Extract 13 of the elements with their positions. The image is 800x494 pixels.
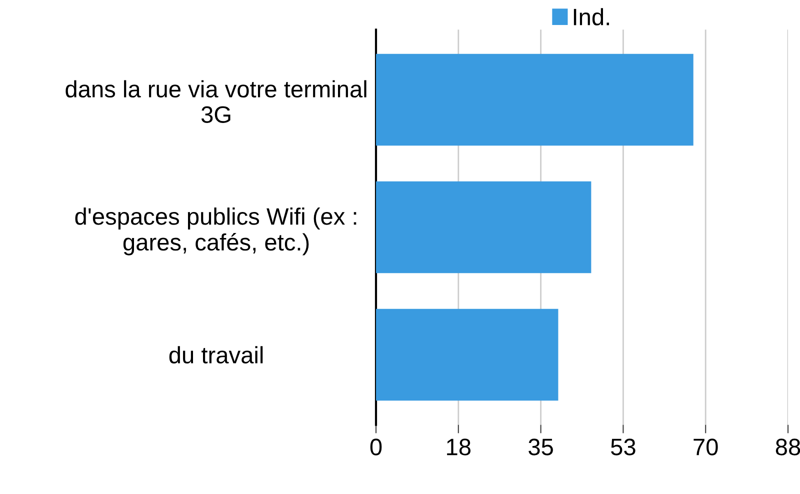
bar — [376, 54, 694, 146]
x-tick-label: 70 — [694, 438, 718, 456]
x-tick-label: 35 — [528, 438, 553, 456]
x-tick-label: 0 — [370, 438, 382, 456]
bar — [376, 308, 558, 401]
x-tick-label: 88 — [776, 438, 800, 456]
y-tick-label: dans la rue via votre terminal 3G — [66, 80, 366, 123]
x-tick-label: 53 — [611, 438, 636, 456]
legend-label: Ind. — [574, 8, 609, 26]
x-tick-label: 18 — [447, 438, 471, 456]
y-tick-label: du travail — [169, 346, 263, 364]
bar — [376, 181, 592, 274]
y-tick-label: d'espaces publics Wifi (ex : gares, cafés, etc.) — [75, 208, 356, 256]
